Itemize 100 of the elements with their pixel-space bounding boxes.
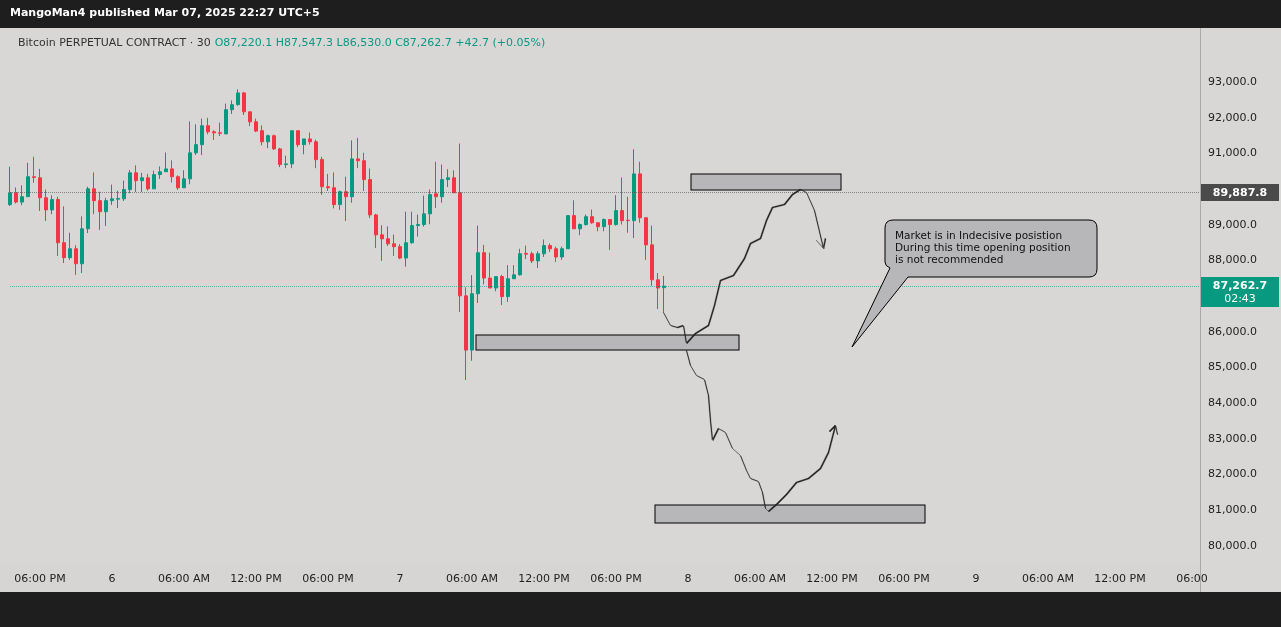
x-tick-label: 06:00 PM [590,572,642,585]
candlestick [284,155,288,169]
y-tick-label: 82,000.0 [1208,467,1257,481]
candlestick [428,189,432,225]
x-tick-label: 12:00 PM [230,572,282,585]
y-tick-label: 89,000.0 [1208,217,1257,231]
candlestick [140,172,144,193]
candlestick [368,168,372,219]
candlestick [542,239,546,258]
candlestick [458,143,462,313]
candlestick [80,215,84,274]
x-tick-label: 12:00 PM [518,572,570,585]
candlestick [626,196,630,234]
candlestick [410,211,414,245]
candlestick [26,162,30,198]
candlestick [632,148,636,239]
candlestick [596,222,600,232]
x-tick-label: 06:00 AM [157,572,211,585]
x-tick-label: 7 [396,572,404,585]
y-tick-label: 80,000.0 [1208,538,1257,552]
candlestick [62,205,66,264]
candlestick [212,129,216,141]
candlestick [470,274,474,362]
candlestick [404,211,408,268]
candlestick [344,176,348,222]
candlestick [254,118,258,133]
y-tick-label: 83,000.0 [1208,431,1257,445]
candlestick [374,213,378,249]
candlestick [242,91,246,116]
candlestick [566,215,570,250]
candlestick [476,225,480,304]
candlestick [392,234,396,257]
candlestick [524,245,528,260]
candlestick [218,122,222,137]
candlestick [290,130,294,169]
candlestick [398,243,402,260]
candlestick [224,103,228,135]
candlestick [548,242,552,253]
candlestick [104,197,108,227]
candlestick [350,139,354,204]
candlestick [662,275,666,313]
candlestick [584,214,588,227]
annotation: Market is in Indecisive posistion During this time opening position is not recommended [895,229,1071,265]
candlestick [260,124,264,146]
x-tick-label: 06:00 AM [733,572,787,585]
candlestick [308,132,312,146]
x-tick-label: 06:00 PM [14,572,66,585]
x-tick-label: 06:00 PM [878,572,930,585]
candlestick [248,111,252,127]
candlestick [638,161,642,224]
candlestick [482,244,486,285]
candlestick [560,246,564,261]
candlestick [362,152,366,192]
candlestick [380,224,384,262]
y-tick-label: 85,000.0 [1208,360,1257,374]
candlestick [32,156,36,184]
candlestick [176,174,180,191]
candlestick [128,169,132,194]
candlestick [74,244,78,276]
y-tick-label: 86,000.0 [1208,324,1257,338]
x-tick-label: 06:00 PM [302,572,354,585]
candlestick [578,222,582,236]
candlestick [608,219,612,251]
candlestick [440,164,444,204]
candlestick [158,165,162,180]
candlestick [86,186,90,234]
candlestick [206,117,210,135]
candlestick [422,195,426,228]
x-tick-label: 8 [684,572,692,585]
candlestick [536,250,540,269]
candlestick [68,232,72,261]
candlestick [602,217,606,232]
candlestick [230,99,234,115]
candlestick [296,130,300,148]
candlestick [452,169,456,194]
candlestick [44,189,48,222]
y-tick-label: 88,000.0 [1208,253,1257,267]
x-tick-label: 12:00 PM [1094,572,1146,585]
text: Bitcoin PERPETUAL CONTRACT · 30 [18,36,211,49]
candlestick [620,176,624,226]
candlestick [266,134,270,149]
candlestick [614,194,618,227]
candlestick [326,173,330,192]
candlestick [506,264,510,303]
candlestick [530,251,534,264]
candlestick [164,151,168,173]
y-tick-label: 91,000.0 [1208,146,1257,160]
candlestick [116,190,120,209]
candlestick [356,137,360,169]
candlestick [656,272,660,310]
candlestick [572,199,576,230]
candlestick [8,166,12,207]
y-tick-label: 84,000.0 [1208,396,1257,409]
candlestick [194,123,198,156]
candlestick [650,225,654,287]
y-tick-label: 81,000.0 [1208,503,1257,516]
candlestick [110,184,114,206]
candlestick [518,248,522,277]
candlestick [434,161,438,209]
candlestick [188,120,192,185]
